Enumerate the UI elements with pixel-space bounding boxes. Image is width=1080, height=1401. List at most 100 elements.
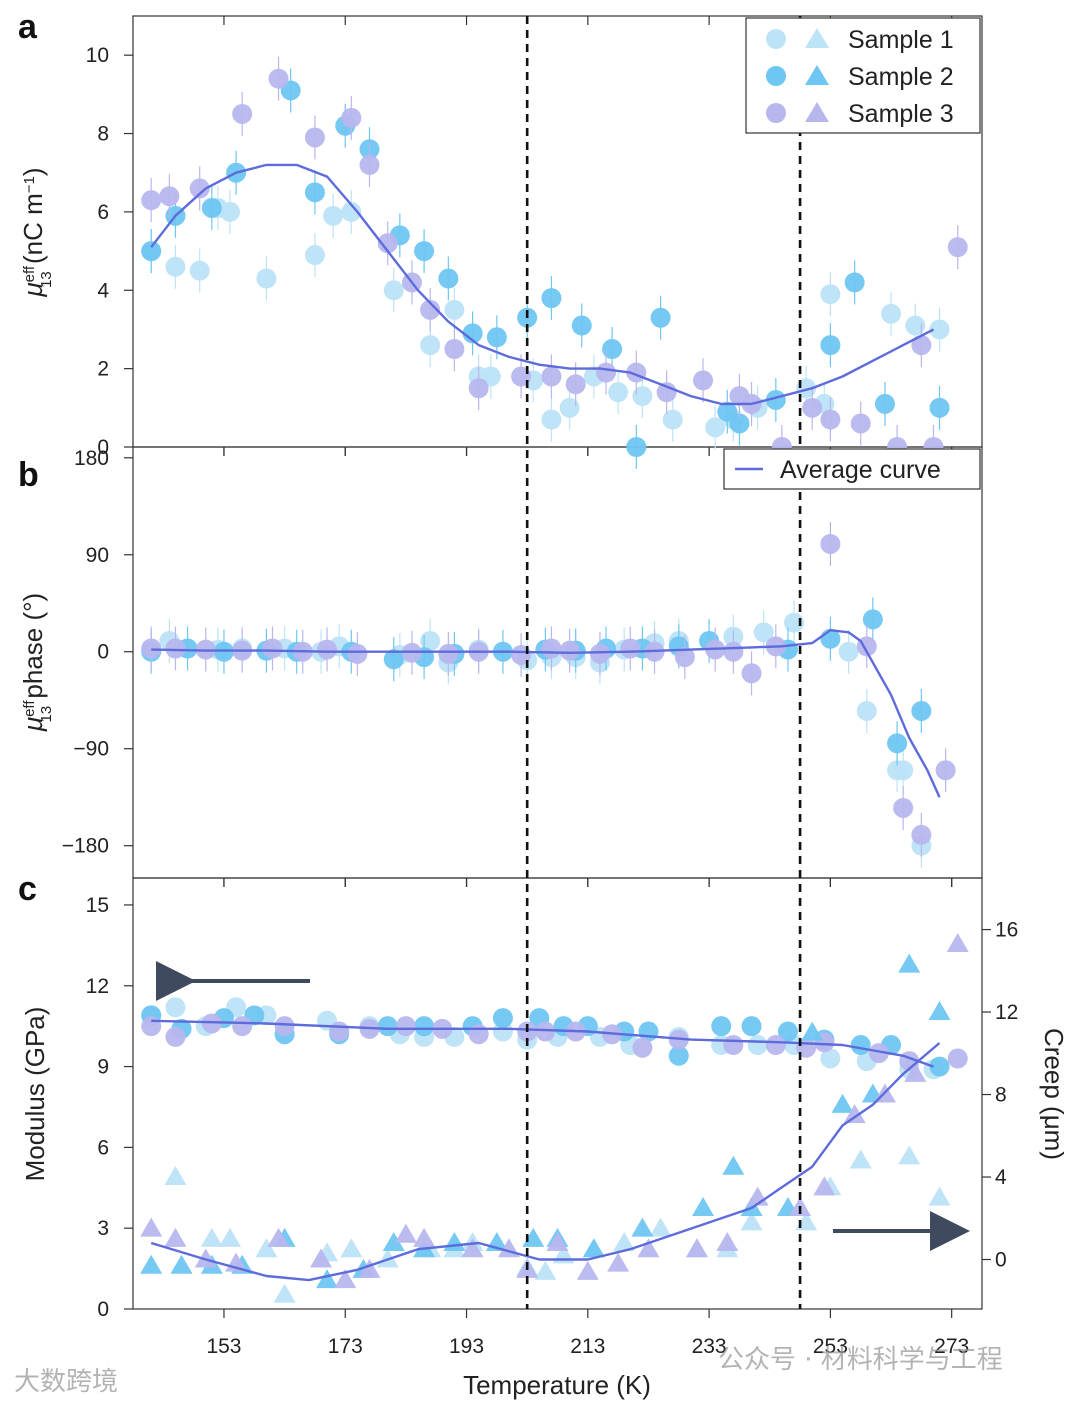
- panel-c-ylabel: Modulus (GPa): [20, 1007, 50, 1182]
- panel-a-point-sample-1: [220, 201, 241, 222]
- creep-point-sample-3: [267, 1227, 290, 1247]
- creep-point-sample-3: [607, 1252, 630, 1272]
- panel-a-point-sample-1: [323, 205, 344, 226]
- creep-point-sample-2: [140, 1254, 163, 1274]
- modulus-point-sample-2: [777, 1021, 798, 1042]
- panel-a-point-sample-3: [341, 107, 362, 128]
- panel-a-point-sample-3: [468, 378, 489, 399]
- panel-a-point-sample-1: [705, 417, 726, 438]
- panel-a-point-sample-2: [438, 268, 459, 289]
- modulus-point-sample-2: [850, 1035, 871, 1056]
- panel-b-point-sample-2: [887, 733, 908, 754]
- panel-a-point-sample-2: [201, 197, 222, 218]
- panel-a-point-sample-3: [947, 237, 968, 258]
- x-tick-label: 253: [813, 1335, 848, 1358]
- panel-b-point-sample-3: [911, 824, 932, 845]
- panel-a-point-sample-2: [602, 339, 623, 360]
- panel-a-point-sample-2: [571, 315, 592, 336]
- panel-b-point-sample-3: [141, 638, 162, 659]
- panel-b-ytick-label: 180: [74, 447, 109, 470]
- creep-point-sample-1: [164, 1166, 187, 1186]
- panel-a-point-sample-3: [189, 178, 210, 199]
- watermark-left: 大数跨境: [14, 1367, 118, 1397]
- legend-s1-triangle: [805, 28, 829, 48]
- creep-point-sample-3: [394, 1223, 417, 1243]
- panel-a-point-sample-2: [650, 307, 671, 328]
- panel-a-point-sample-3: [444, 339, 465, 360]
- creep-point-sample-2: [831, 1093, 854, 1113]
- modulus-point-sample-3: [232, 1016, 253, 1037]
- modulus-point-sample-2: [492, 1008, 513, 1029]
- panel-c-ytick-right-label: 0: [995, 1249, 1007, 1272]
- creep-point-sample-1: [340, 1238, 363, 1258]
- panel-b-ytick-label: −90: [73, 738, 109, 761]
- panel-c-ytick-right-label: 8: [995, 1084, 1007, 1107]
- panel-a-point-sample-3: [596, 362, 617, 383]
- creep-point-sample-3: [164, 1227, 187, 1247]
- panel-a-point-sample-1: [662, 409, 683, 430]
- panel-a-point-sample-1: [632, 386, 653, 407]
- creep-point-sample-3: [194, 1248, 217, 1268]
- watermark-right: 公众号 · 材料科学与工程: [718, 1345, 1003, 1375]
- modulus-point-sample-2: [377, 1016, 398, 1037]
- panel-a-point-sample-1: [929, 319, 950, 340]
- panel-a-point-sample-3: [232, 103, 253, 124]
- panel-a-point-sample-2: [874, 393, 895, 414]
- panel-a-point-sample-1: [420, 335, 441, 356]
- panel-a-point-sample-3: [268, 68, 289, 89]
- creep-point-sample-3: [813, 1176, 836, 1196]
- panel-b-point-sample-1: [856, 700, 877, 721]
- panel-a-point-sample-3: [541, 366, 562, 387]
- panel-c-ytick-label: 6: [97, 1136, 109, 1159]
- panel-b-point-sample-1: [420, 630, 441, 651]
- legend-s1-circle: [766, 29, 786, 49]
- panel-a-point-sample-3: [850, 413, 871, 434]
- panel-a-point-sample-2: [462, 323, 483, 344]
- panel-a-point-sample-1: [444, 299, 465, 320]
- panel-a-point-sample-2: [414, 241, 435, 262]
- panel-b-average-curve: [151, 629, 941, 798]
- creep-point-sample-3: [716, 1232, 739, 1252]
- x-tick-label: 173: [328, 1335, 363, 1358]
- creep-point-sample-3: [843, 1104, 866, 1124]
- panel-a-point-sample-2: [541, 288, 562, 309]
- panel-a-point-sample-3: [359, 154, 380, 175]
- vertical-lines: [525, 16, 802, 1309]
- panel-b-point-sample-1: [784, 612, 805, 633]
- creep-point-sample-3: [904, 1062, 927, 1082]
- panel-a-point-sample-2: [844, 272, 865, 293]
- creep-point-sample-1: [200, 1227, 223, 1247]
- panel-a-point-sample-1: [608, 382, 629, 403]
- panel-a-point-sample-1: [559, 397, 580, 418]
- panel-a-point-sample-3: [377, 233, 398, 254]
- panel-a-ytick-label: 0: [97, 436, 109, 459]
- panel-b-ytick-label: 90: [86, 544, 109, 567]
- modulus-point-sample-3: [947, 1048, 968, 1069]
- legend-b-box: [723, 448, 981, 490]
- panel-b-point-sample-3: [820, 533, 841, 554]
- panel-a-point-sample-1: [905, 315, 926, 336]
- panel-b-point-sample-3: [620, 638, 641, 659]
- panel-b-point-sample-3: [347, 643, 368, 664]
- creep-point-sample-3: [140, 1217, 163, 1237]
- panel-b-point-sample-3: [438, 643, 459, 664]
- panel-a-point-sample-1: [881, 303, 902, 324]
- modulus-point-sample-3: [274, 1016, 295, 1037]
- x-tick-label: 153: [206, 1335, 241, 1358]
- legend-s2-triangle: [805, 65, 829, 85]
- panel-b-point-sample-1: [893, 760, 914, 781]
- panel-a-ytick-label: 8: [97, 123, 109, 146]
- creep-point-sample-3: [637, 1238, 660, 1258]
- panel-a-point-sample-1: [820, 284, 841, 305]
- panel-a-point-sample-2: [626, 437, 647, 457]
- x-tick-label: 273: [934, 1335, 969, 1358]
- modulus-average-curve: [151, 1019, 934, 1068]
- creep-point-sample-3: [946, 932, 969, 952]
- creep-point-sample-2: [898, 953, 921, 973]
- creep-point-sample-1: [849, 1149, 872, 1169]
- panel-c-ytick-label: 15: [86, 894, 109, 917]
- modulus-point-sample-3: [723, 1035, 744, 1056]
- creep-point-sample-1: [928, 1186, 951, 1206]
- panel-b-point-sample-3: [741, 663, 762, 684]
- panel-a-point-sample-2: [141, 241, 162, 262]
